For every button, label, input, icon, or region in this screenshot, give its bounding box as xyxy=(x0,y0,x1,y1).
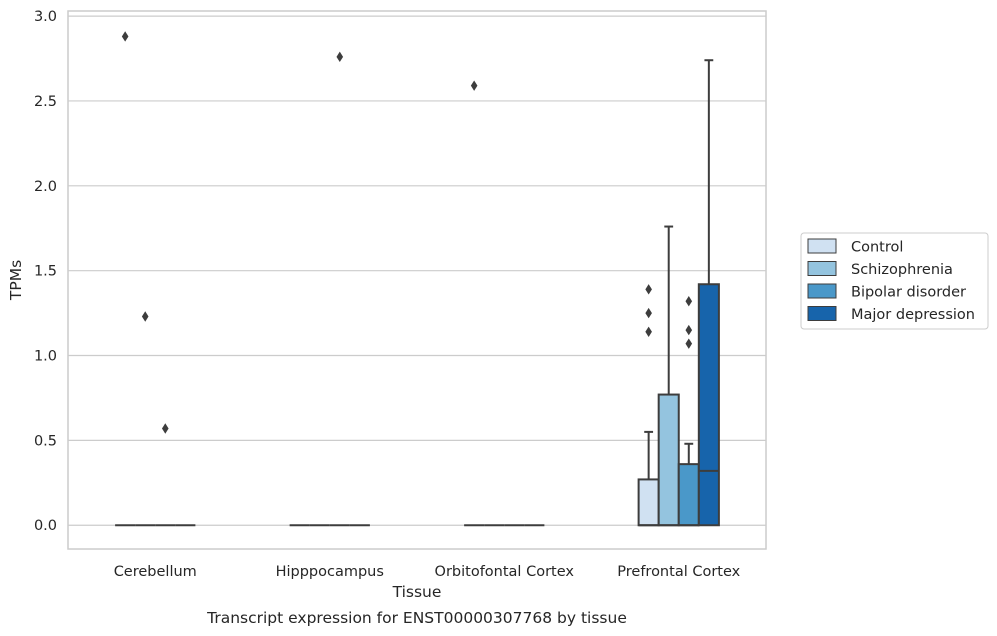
y-tick-label: 1.0 xyxy=(34,349,57,365)
y-axis-ticks: 0.0 0.5 1.0 1.5 2.0 2.5 3.0 xyxy=(34,9,57,534)
grid xyxy=(68,15,766,526)
box-3-3 xyxy=(697,59,720,527)
box-body xyxy=(697,283,720,527)
outlier-point xyxy=(336,51,344,63)
box-0-3 xyxy=(637,284,660,527)
y-tick-label: 2.0 xyxy=(34,179,57,195)
legend-swatch xyxy=(807,238,837,254)
y-tick-label: 2.5 xyxy=(34,94,57,110)
box-body xyxy=(657,393,680,527)
outlier-point xyxy=(141,311,149,322)
legend-label: Control xyxy=(851,240,903,256)
x-axis-ticks: Cerebellum Hipppocampus Orbitofontal Corte… xyxy=(114,564,741,580)
outlier-point xyxy=(685,296,693,307)
box-1-3 xyxy=(657,225,680,527)
plot-frame xyxy=(67,10,767,550)
x-tick-label: Cerebellum xyxy=(114,564,197,580)
y-tick-label: 1.5 xyxy=(34,264,57,280)
x-axis-label: Tissue xyxy=(392,583,442,601)
box-0-0 xyxy=(115,31,136,527)
figure-caption: Transcript expression for ENST0000030776… xyxy=(206,609,627,627)
box-body xyxy=(677,463,700,527)
legend: Control Schizophrenia Bipolar disorder Majo… xyxy=(800,232,989,330)
x-tick-label: Orbitofontal Cortex xyxy=(435,564,575,580)
outlier-point xyxy=(685,324,693,336)
box-plots xyxy=(115,31,720,527)
legend-swatch xyxy=(807,283,837,299)
outlier-point xyxy=(645,326,652,337)
outlier-point xyxy=(161,423,169,434)
y-tick-label: 3.0 xyxy=(34,9,57,25)
outlier-point xyxy=(645,307,652,319)
box-1-0 xyxy=(135,311,156,527)
box-2-0 xyxy=(155,423,176,527)
legend-label: Schizophrenia xyxy=(851,262,953,278)
y-tick-label: 0.0 xyxy=(34,518,57,534)
outlier-point xyxy=(685,338,693,349)
box-body xyxy=(637,478,660,527)
legend-label: Bipolar disorder xyxy=(851,285,966,301)
box-2-3 xyxy=(677,296,700,527)
outlier-point xyxy=(645,284,652,295)
legend-label: Major depression xyxy=(851,307,975,323)
legend-swatch xyxy=(807,261,837,276)
x-tick-label: Hipppocampus xyxy=(276,564,384,580)
x-tick-label: Prefrontal Cortex xyxy=(617,564,740,580)
y-axis-label: TPMs xyxy=(7,260,25,301)
legend-frame xyxy=(800,232,989,330)
outlier-point xyxy=(470,80,478,91)
outlier-point xyxy=(121,31,129,42)
y-tick-label: 0.5 xyxy=(34,433,57,449)
box-0-2 xyxy=(464,80,485,527)
legend-swatch xyxy=(807,306,837,321)
box-2-1 xyxy=(329,51,350,527)
